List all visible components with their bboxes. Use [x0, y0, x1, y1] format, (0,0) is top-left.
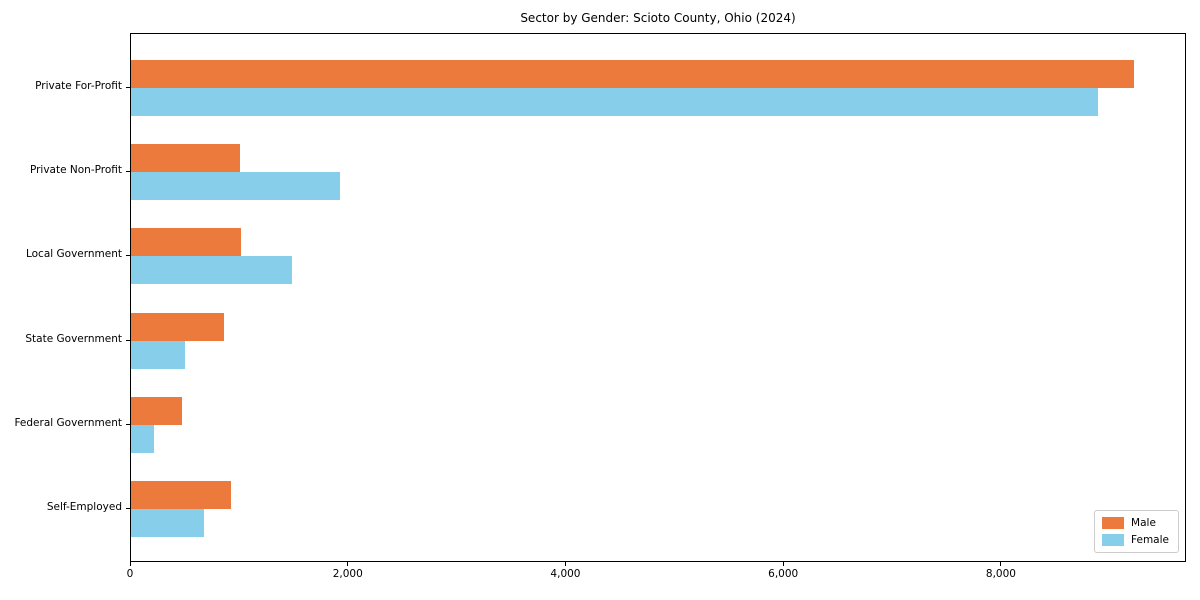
x-tick-label: 0 — [126, 568, 134, 580]
bar-male — [131, 228, 241, 257]
x-tick-mark — [564, 562, 566, 566]
x-tick-mark — [1000, 562, 1002, 566]
legend-swatch-male-icon — [1102, 517, 1125, 529]
bar-female — [131, 340, 186, 369]
bar-female — [131, 424, 154, 453]
y-tick-mark — [126, 423, 130, 425]
bar-male — [131, 396, 183, 425]
x-tick-label: 2,000 — [332, 568, 363, 580]
chart-title: Sector by Gender: Scioto County, Ohio (2… — [520, 11, 796, 25]
y-tick-label: Private For-Profit — [35, 80, 122, 92]
bar-female — [131, 172, 340, 201]
x-tick-label: 6,000 — [768, 568, 799, 580]
plot-area: Male Female — [130, 33, 1186, 562]
bar-male — [131, 144, 240, 173]
bar-female — [131, 509, 204, 537]
bar-male — [131, 481, 231, 509]
bar-female — [131, 256, 292, 285]
legend-swatch-female-icon — [1102, 534, 1125, 546]
legend-entry-male: Male — [1102, 517, 1169, 529]
legend: Male Female — [1094, 510, 1179, 553]
legend-label-male: Male — [1131, 517, 1156, 529]
y-tick-label: State Government — [25, 332, 122, 345]
x-tick-mark — [782, 562, 784, 566]
y-tick-mark — [126, 508, 130, 509]
y-tick-mark — [126, 255, 130, 257]
bar-male — [131, 312, 225, 341]
y-tick-label: Federal Government — [14, 416, 122, 429]
y-tick-label: Self-Employed — [46, 501, 122, 513]
x-tick-mark — [347, 562, 349, 566]
bar-female — [131, 88, 1099, 116]
x-tick-label: 8,000 — [985, 568, 1016, 580]
y-tick-mark — [126, 87, 130, 88]
bar-male — [131, 60, 1134, 88]
legend-entry-female: Female — [1102, 534, 1169, 546]
x-tick-label: 4,000 — [550, 568, 581, 580]
x-tick-mark — [129, 562, 131, 566]
legend-label-female: Female — [1131, 534, 1169, 546]
y-tick-label: Local Government — [25, 248, 122, 261]
y-tick-mark — [126, 339, 130, 341]
y-tick-mark — [126, 171, 130, 173]
y-tick-label: Private Non-Profit — [29, 164, 122, 177]
